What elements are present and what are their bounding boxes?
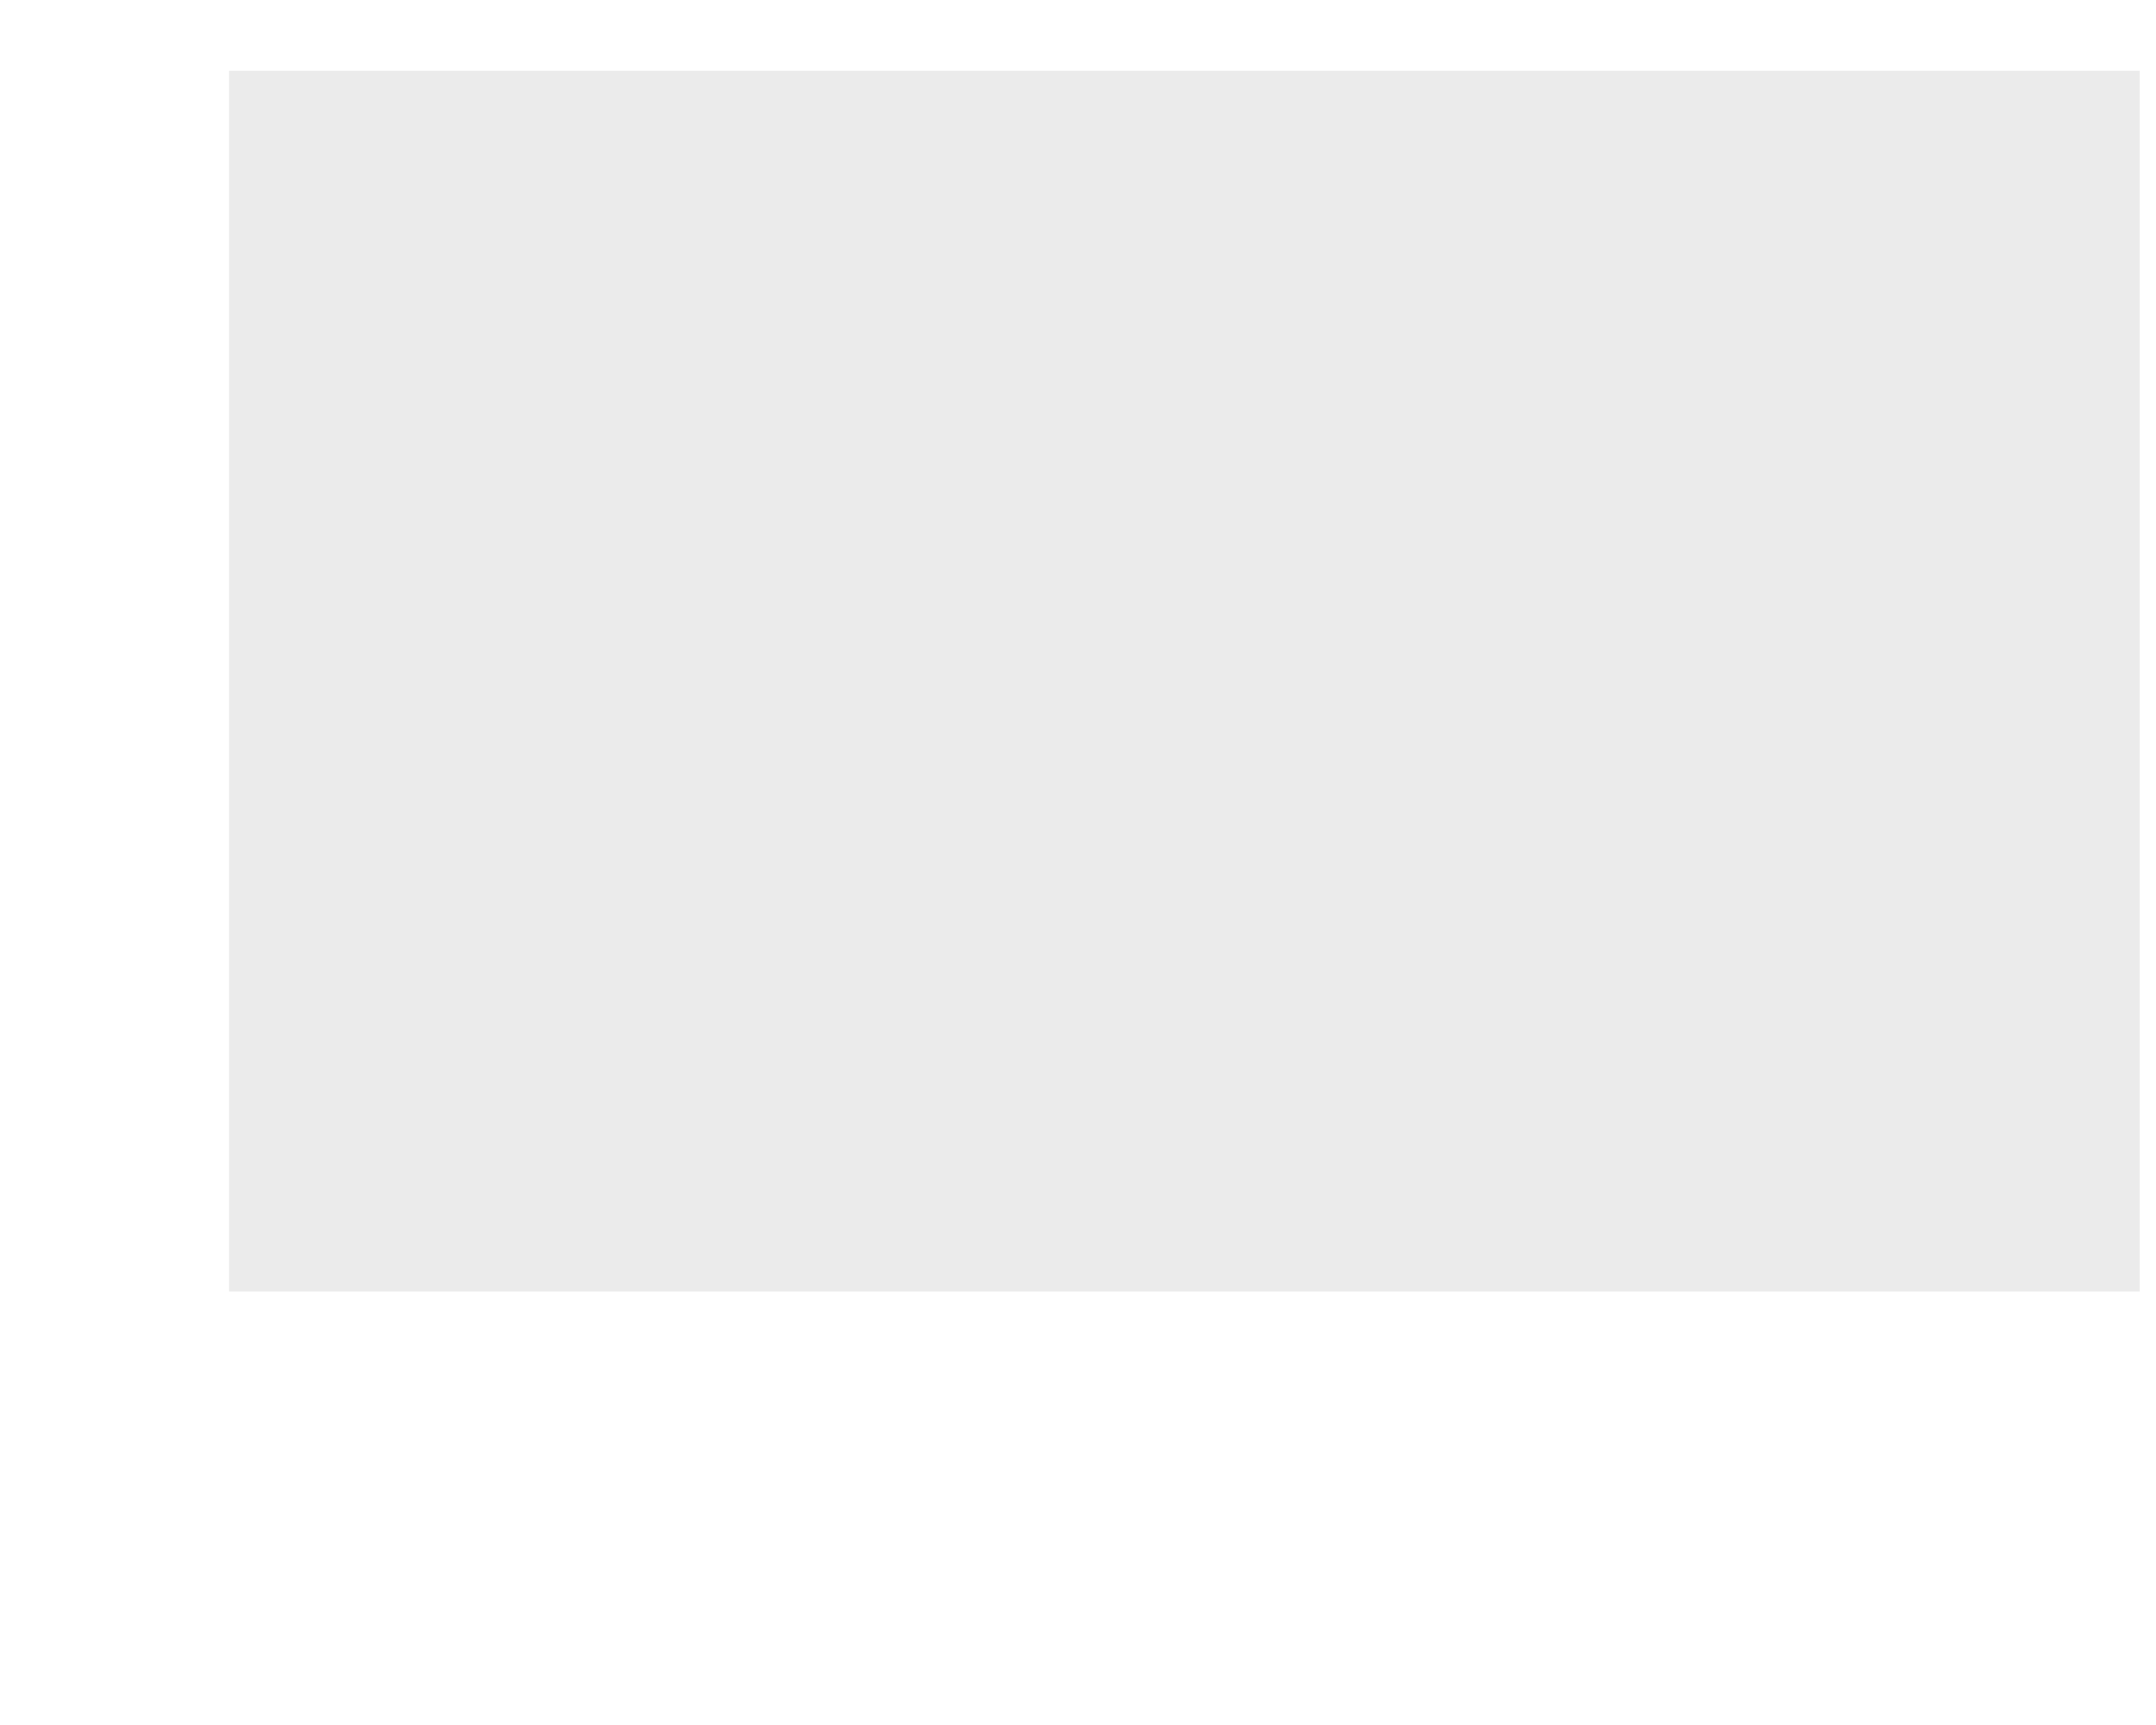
- plot-panel: [229, 71, 2140, 1292]
